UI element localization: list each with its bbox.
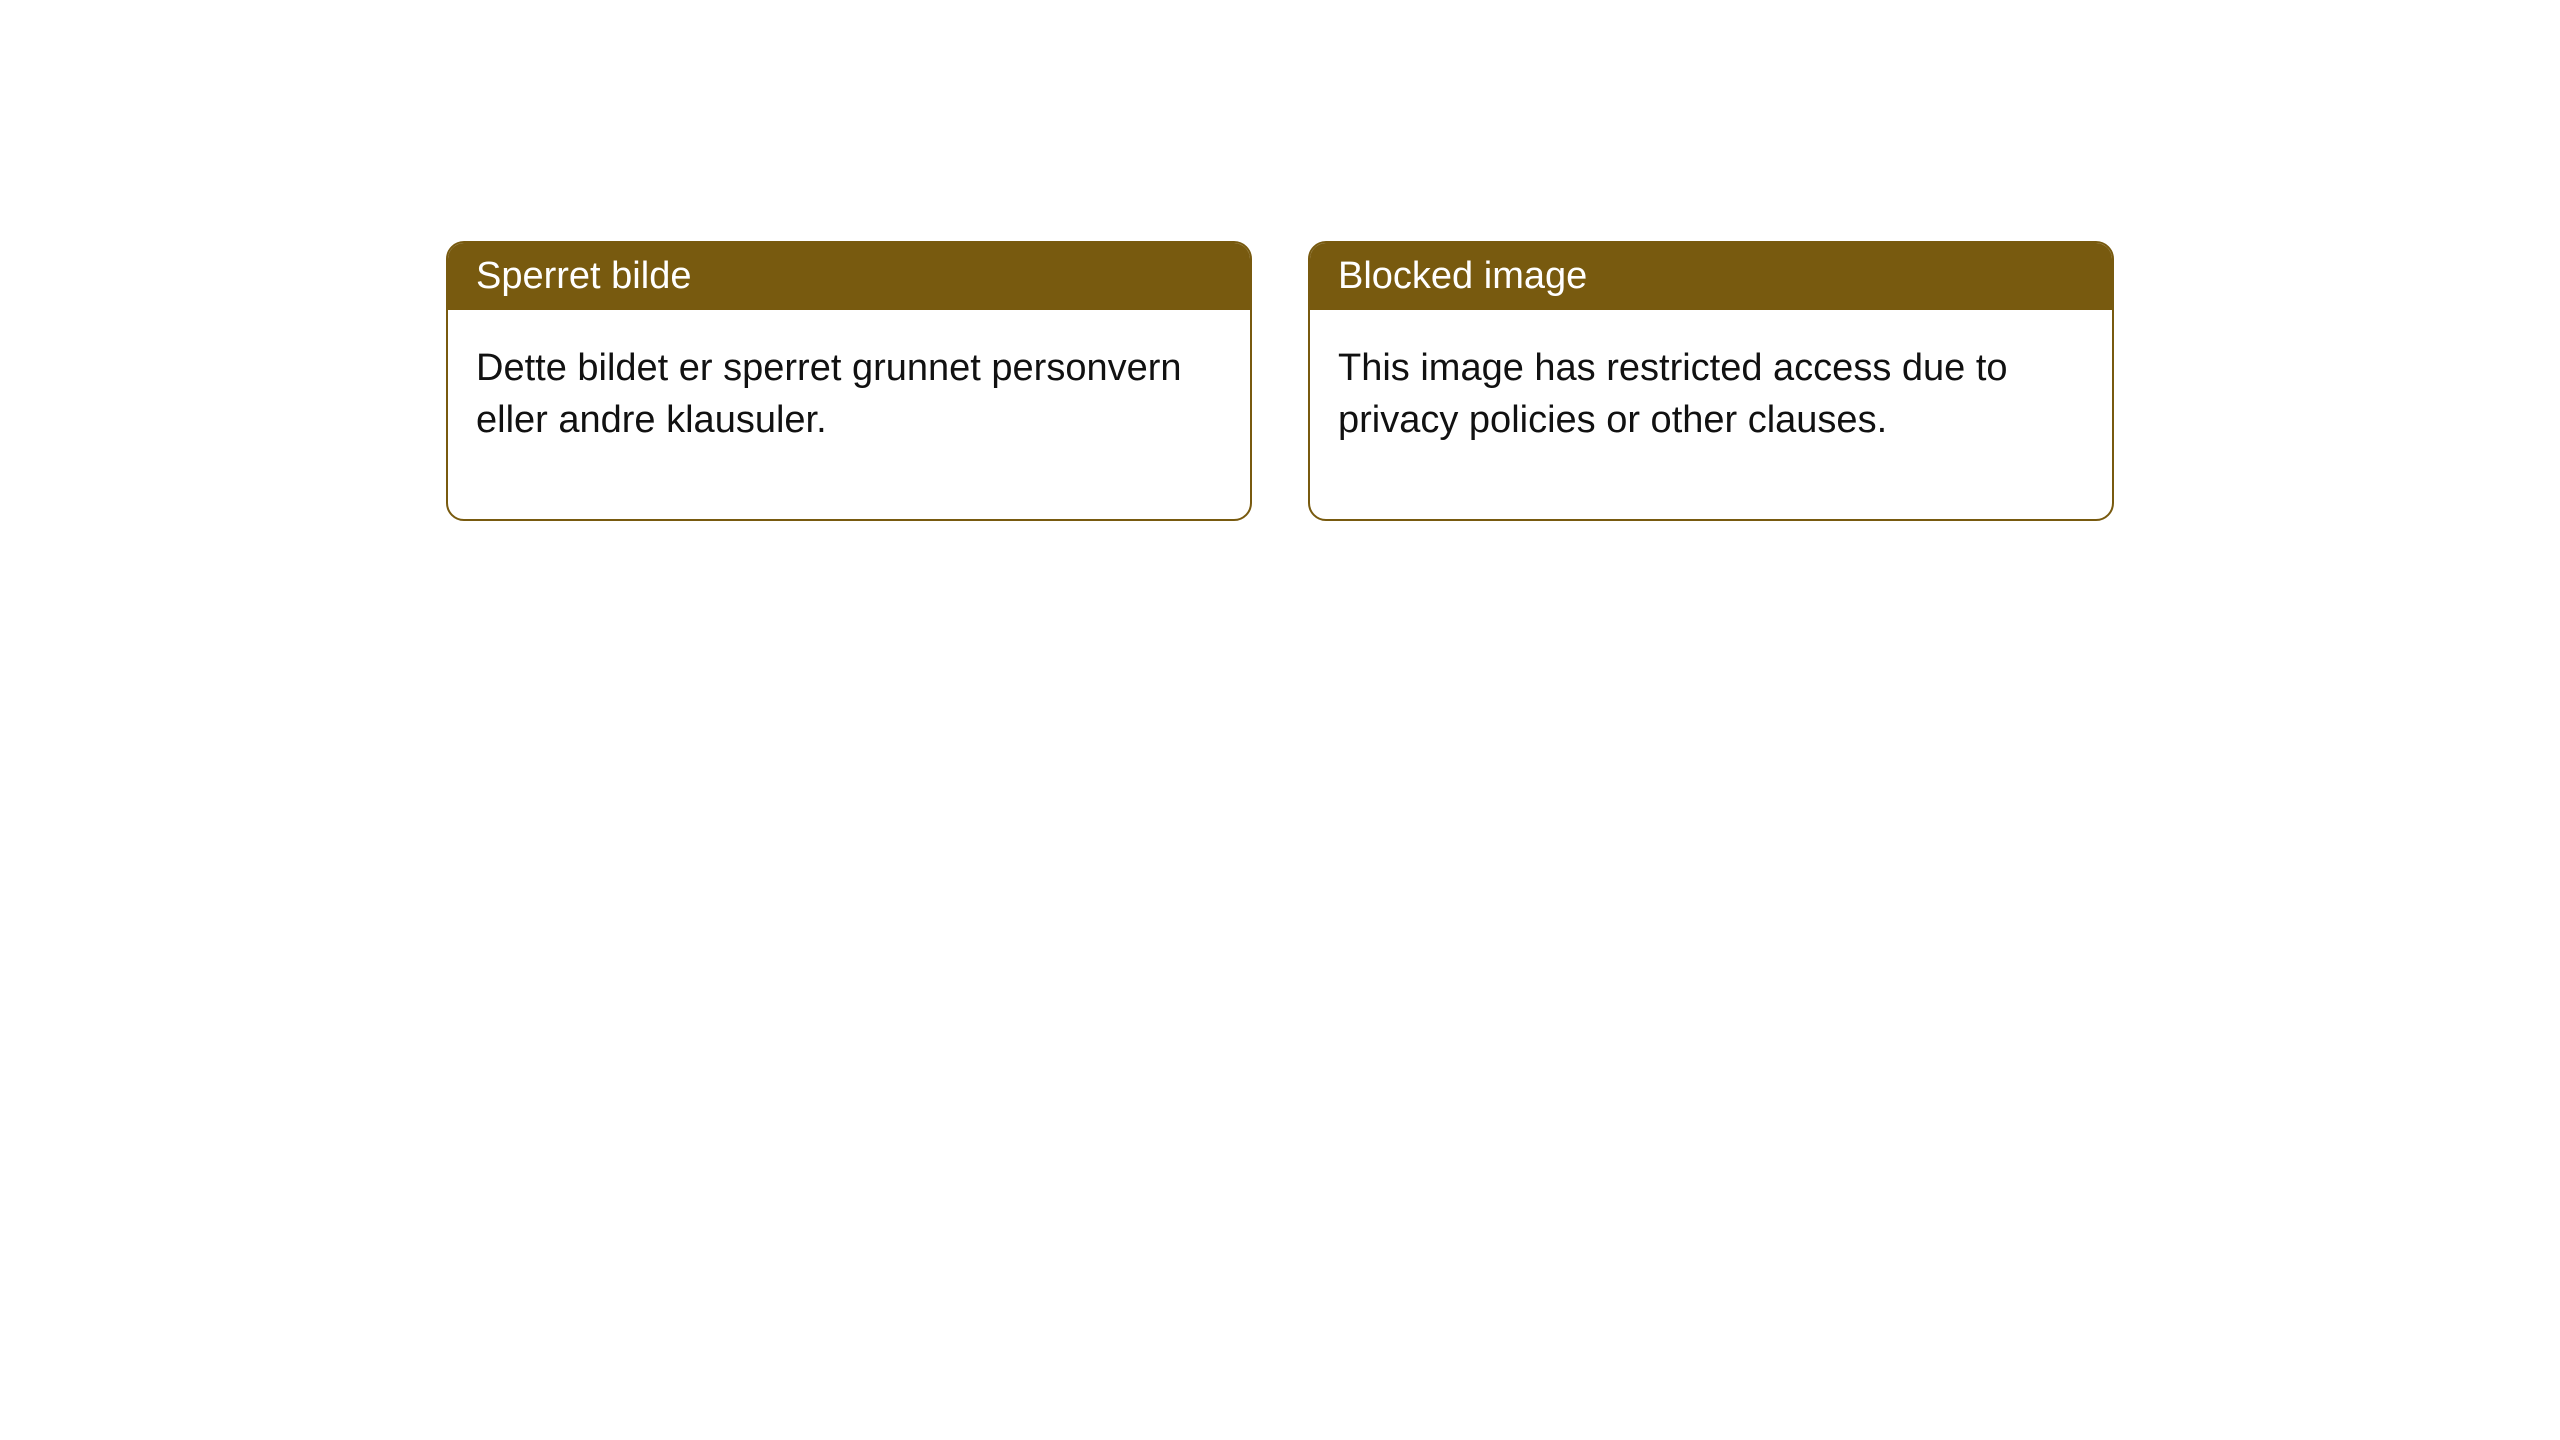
- notice-card-english: Blocked image This image has restricted …: [1308, 241, 2114, 521]
- notice-card-message: This image has restricted access due to …: [1338, 347, 2008, 441]
- notice-card-header: Sperret bilde: [448, 243, 1250, 310]
- notice-card-body: Dette bildet er sperret grunnet personve…: [448, 310, 1250, 519]
- notice-card-message: Dette bildet er sperret grunnet personve…: [476, 347, 1182, 441]
- notice-card-body: This image has restricted access due to …: [1310, 310, 2112, 519]
- notice-container: Sperret bilde Dette bildet er sperret gr…: [446, 241, 2114, 521]
- notice-card-header: Blocked image: [1310, 243, 2112, 310]
- notice-card-norwegian: Sperret bilde Dette bildet er sperret gr…: [446, 241, 1252, 521]
- notice-card-title: Blocked image: [1338, 255, 1587, 297]
- notice-card-title: Sperret bilde: [476, 255, 691, 297]
